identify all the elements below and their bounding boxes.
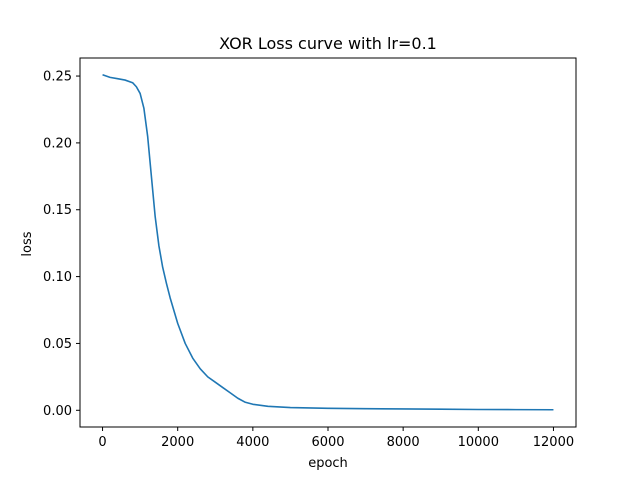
- chart-title: XOR Loss curve with lr=0.1: [219, 34, 437, 53]
- y-axis-label: loss: [20, 231, 35, 256]
- x-tick-label: 4000: [236, 435, 269, 450]
- axes-frame: [79, 57, 577, 428]
- y-tick-label: 0.05: [43, 337, 72, 352]
- x-tick-label: 6000: [311, 435, 344, 450]
- y-tick-label: 0.25: [43, 70, 72, 85]
- x-tick-label: 12000: [533, 435, 574, 450]
- plot-area: [102, 73, 554, 411]
- x-tick-label: 10000: [458, 435, 499, 450]
- x-axis-label: epoch: [308, 456, 348, 471]
- x-tick-label: 8000: [387, 435, 420, 450]
- y-tick-label: 0.00: [43, 404, 72, 419]
- y-tick-label: 0.20: [43, 136, 72, 151]
- axis-ticks: 0 2000 4000 6000 8000 10000 12000 0.00 0.05 0.10 0…: [43, 70, 574, 450]
- x-tick-label: 0: [98, 435, 106, 450]
- y-tick-label: 0.10: [43, 270, 72, 285]
- loss-series-line: [102, 73, 554, 411]
- y-tick-label: 0.15: [43, 203, 72, 218]
- x-tick-label: 2000: [161, 435, 194, 450]
